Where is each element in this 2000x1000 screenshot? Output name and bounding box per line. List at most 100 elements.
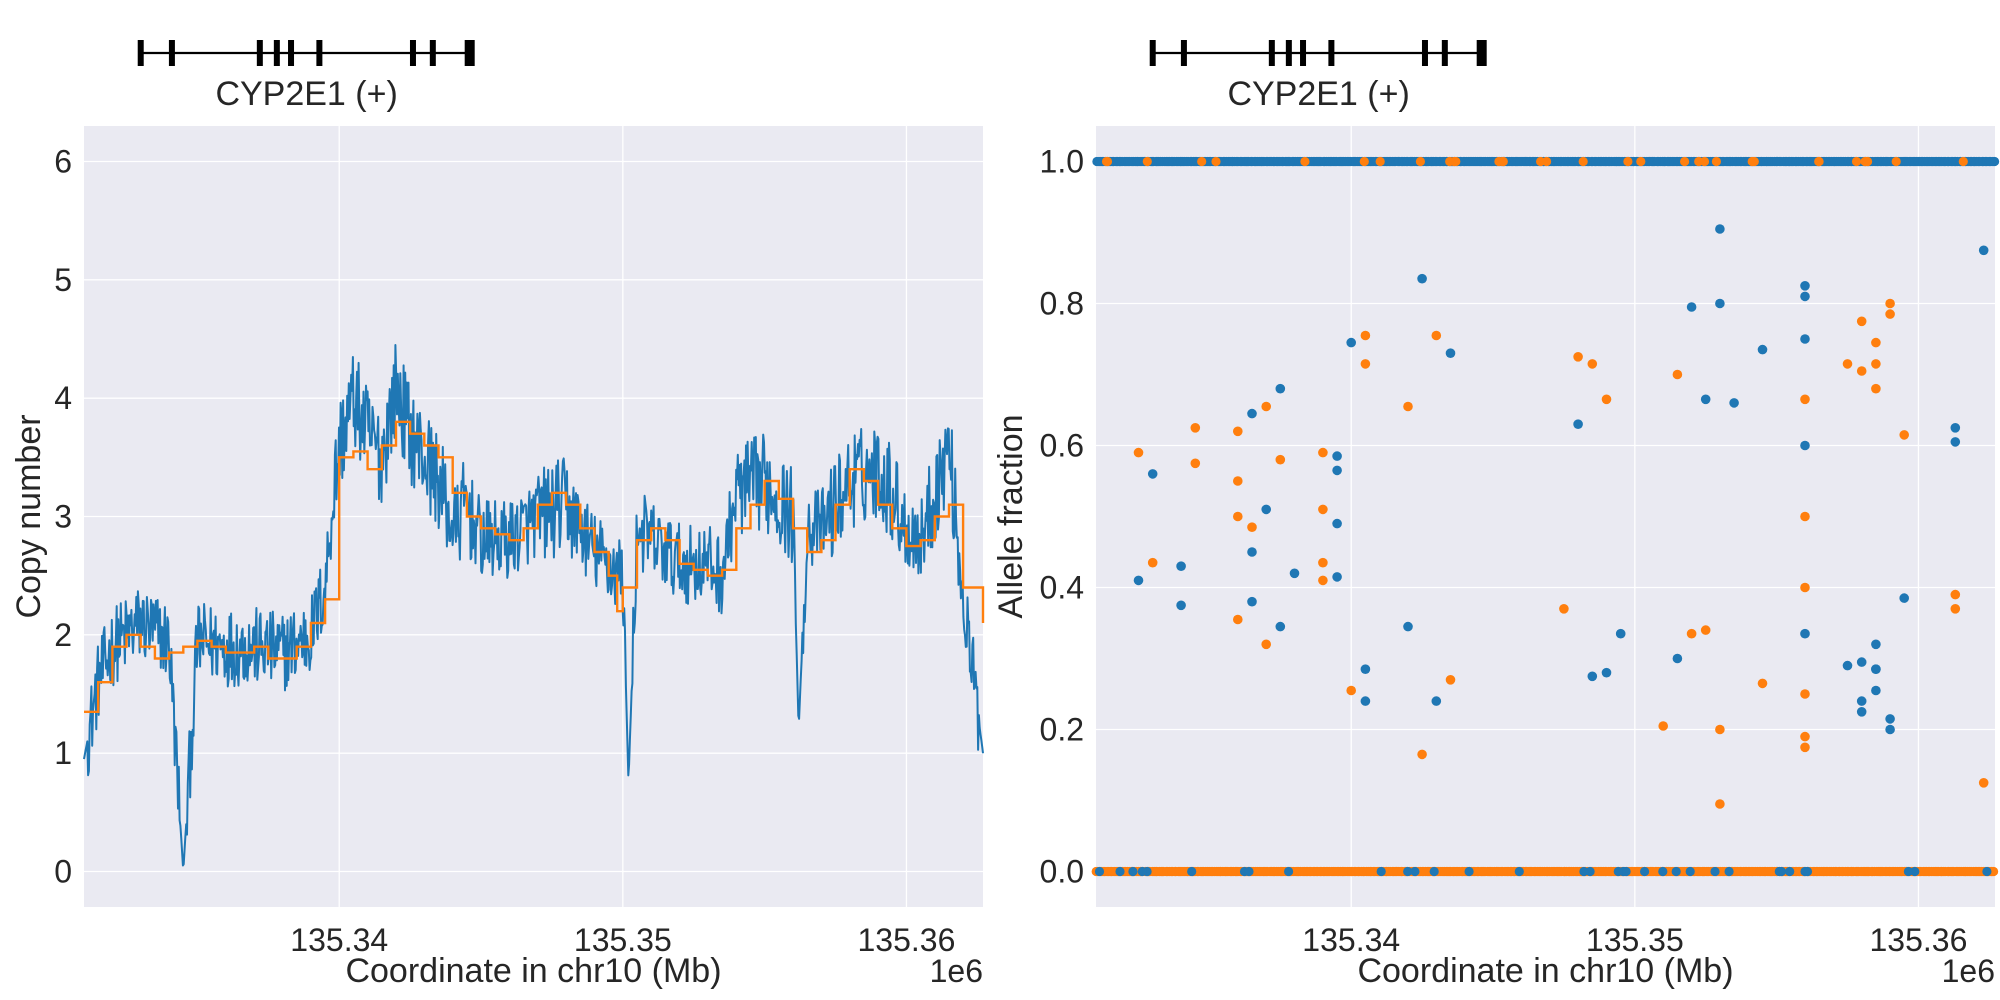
allele-fraction-top-band-point bbox=[1300, 156, 1310, 167]
allele-fraction-orange-point bbox=[1899, 430, 1909, 440]
allele-fraction-top-band-point bbox=[1747, 156, 1757, 167]
allele-fraction-blue-point bbox=[1715, 298, 1725, 309]
allele-fraction-gene-exon bbox=[1300, 40, 1307, 66]
allele-fraction-y-ticks: 0.0 0.2 0.4 0.6 0.8 1.0 bbox=[1040, 144, 1084, 890]
allele-fraction-bottom-band-point bbox=[1621, 866, 1631, 877]
allele-fraction-blue-point bbox=[1261, 504, 1271, 515]
allele-fraction-blue-point bbox=[1899, 593, 1909, 603]
copy-number-x-ticks: 135.34 135.35 135.36 bbox=[290, 922, 955, 958]
allele-fraction-orange-point bbox=[1559, 604, 1569, 614]
allele-fraction-orange-point bbox=[1885, 309, 1895, 319]
allele-fraction-top-band-point bbox=[1623, 156, 1633, 167]
allele-fraction-bottom-band-point bbox=[1284, 866, 1294, 877]
copy-number-panel: 0 1 2 3 4 5 6 135.34 135.35 135.36 Coordinate in… bbox=[10, 40, 985, 990]
copy-number-gene-exon bbox=[464, 40, 475, 66]
copy-number-y-axis-label: Copy number bbox=[10, 414, 48, 618]
allele-fraction-blue-point bbox=[1360, 696, 1371, 706]
allele-fraction-orange-point bbox=[1417, 749, 1427, 760]
copy-number-gene-exon bbox=[288, 40, 295, 66]
allele-fraction-top-band-point bbox=[1990, 156, 2000, 167]
allele-fraction-blue-point bbox=[1587, 671, 1598, 682]
allele-fraction-y-tick-label: 0.2 bbox=[1040, 712, 1084, 748]
allele-fraction-bottom-band-point bbox=[1989, 866, 1999, 877]
allele-fraction-blue-point bbox=[1275, 621, 1286, 632]
allele-fraction-bottom-band-point bbox=[1785, 866, 1795, 877]
allele-fraction-blue-point bbox=[1856, 696, 1867, 706]
allele-fraction-x-tick-label: 135.34 bbox=[1302, 922, 1400, 958]
copy-number-gene-exon bbox=[256, 40, 263, 66]
allele-fraction-bottom-band-point bbox=[1579, 866, 1589, 877]
allele-fraction-bottom-band-point bbox=[1376, 866, 1386, 877]
allele-fraction-blue-point bbox=[1950, 437, 1961, 447]
allele-fraction-bottom-band-point bbox=[1429, 866, 1439, 877]
copy-number-y-tick-label: 0 bbox=[54, 854, 72, 890]
allele-fraction-bottom-band-point bbox=[1137, 866, 1147, 877]
allele-fraction-orange-point bbox=[1800, 689, 1810, 699]
copy-number-gene-exon bbox=[429, 40, 436, 66]
copy-number-y-tick-label: 6 bbox=[54, 144, 72, 180]
allele-fraction-blue-point bbox=[1147, 469, 1158, 479]
allele-fraction-orange-point bbox=[1431, 330, 1442, 341]
allele-fraction-orange-point bbox=[1856, 316, 1867, 327]
allele-fraction-bottom-band-point bbox=[1800, 866, 1810, 877]
allele-fraction-orange-point bbox=[1856, 366, 1867, 376]
allele-fraction-blue-point bbox=[1289, 568, 1300, 579]
allele-fraction-top-band-point bbox=[1142, 156, 1152, 167]
allele-fraction-x-tick-label: 135.36 bbox=[1869, 922, 1967, 958]
allele-fraction-blue-point bbox=[1247, 596, 1257, 607]
allele-fraction-blue-point bbox=[1800, 281, 1810, 291]
allele-fraction-orange-point bbox=[1871, 383, 1881, 394]
allele-fraction-orange-point bbox=[1261, 639, 1271, 650]
allele-fraction-orange-point bbox=[1318, 447, 1328, 458]
allele-fraction-blue-point bbox=[1856, 707, 1867, 717]
allele-fraction-blue-point bbox=[1885, 724, 1895, 735]
copy-number-y-tick-label: 1 bbox=[54, 735, 72, 771]
allele-fraction-blue-point bbox=[1672, 653, 1683, 664]
allele-fraction-bottom-band-point bbox=[1658, 866, 1668, 877]
allele-fraction-blue-point bbox=[1417, 273, 1427, 284]
allele-fraction-orange-point bbox=[1318, 557, 1328, 568]
copy-number-series bbox=[83, 344, 985, 867]
allele-fraction-blue-point bbox=[1247, 547, 1257, 557]
copy-number-x-axis-label: Coordinate in chr10 (Mb) bbox=[345, 952, 721, 990]
allele-fraction-orange-point bbox=[1573, 352, 1583, 362]
allele-fraction-blue-point bbox=[1601, 667, 1612, 678]
allele-fraction-y-axis-label: Allele fraction bbox=[992, 414, 1030, 618]
allele-fraction-orange-point bbox=[1658, 721, 1668, 731]
allele-fraction-blue-point bbox=[1332, 451, 1342, 461]
allele-fraction-gene-exon bbox=[1328, 40, 1335, 66]
allele-fraction-blue-point bbox=[1856, 657, 1867, 667]
allele-fraction-orange-point bbox=[1800, 511, 1810, 522]
allele-fraction-orange-point bbox=[1978, 778, 1989, 788]
allele-fraction-blue-point bbox=[1573, 419, 1583, 430]
allele-fraction-bottom-band-point bbox=[1685, 866, 1695, 877]
allele-fraction-top-band-point bbox=[1680, 156, 1690, 167]
allele-fraction-blue-point bbox=[1950, 423, 1961, 433]
allele-fraction-blue-point bbox=[1332, 518, 1342, 529]
allele-fraction-blue-point bbox=[1346, 337, 1356, 348]
allele-fraction-gene-exon bbox=[1149, 40, 1156, 66]
allele-fraction-orange-point bbox=[1800, 394, 1810, 405]
allele-fraction-top-band-point bbox=[1451, 156, 1461, 167]
allele-fraction-top-band-point bbox=[1359, 156, 1369, 167]
allele-fraction-orange-point bbox=[1233, 511, 1243, 522]
copy-number-gene-exon bbox=[273, 40, 280, 66]
allele-fraction-orange-point bbox=[1360, 330, 1371, 341]
allele-fraction-bottom-band-point bbox=[1403, 866, 1413, 877]
allele-fraction-series bbox=[1091, 156, 2000, 877]
allele-fraction-blue-point bbox=[1800, 440, 1810, 451]
allele-fraction-orange-point bbox=[1700, 625, 1711, 635]
allele-fraction-orange-point bbox=[1247, 522, 1257, 532]
allele-fraction-orange-point bbox=[1885, 298, 1895, 309]
allele-fraction-bottom-band-point bbox=[1115, 866, 1125, 877]
allele-fraction-orange-point bbox=[1346, 685, 1356, 696]
allele-fraction-orange-point bbox=[1871, 359, 1881, 369]
copy-number-gene-exon bbox=[316, 40, 323, 66]
allele-fraction-blue-point bbox=[1332, 572, 1342, 582]
allele-fraction-blue-point bbox=[1445, 348, 1456, 359]
allele-fraction-orange-point bbox=[1403, 401, 1413, 412]
allele-fraction-orange-point bbox=[1190, 423, 1201, 433]
allele-fraction-orange-point bbox=[1147, 557, 1158, 568]
allele-fraction-bottom-band-point bbox=[1464, 866, 1474, 877]
allele-fraction-blue-point bbox=[1686, 302, 1697, 312]
